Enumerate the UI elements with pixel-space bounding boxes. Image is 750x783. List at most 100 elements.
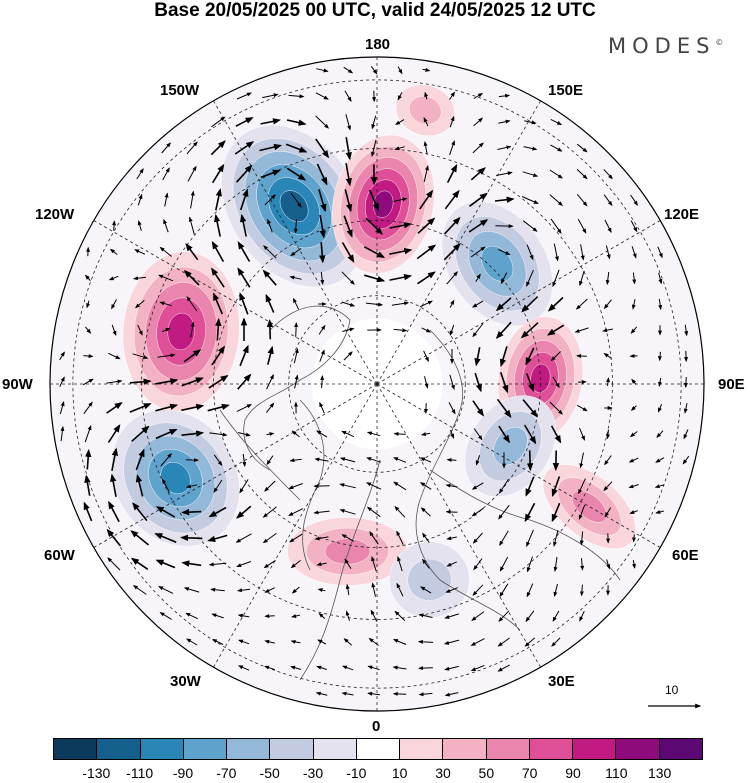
wind-arrow: [131, 425, 150, 442]
wind-arrow: [496, 171, 513, 176]
wind-arrow: [341, 534, 354, 542]
wind-arrow: [498, 93, 511, 98]
colorbar-segment: [356, 739, 401, 759]
positive-anomaly: [287, 517, 408, 586]
wind-arrow: [605, 271, 610, 286]
colorbar-segment: [616, 739, 660, 759]
wind-arrow: [393, 431, 406, 436]
wind-arrow: [242, 453, 247, 467]
wind-arrow: [82, 378, 94, 386]
wind-arrow: [237, 267, 251, 288]
wind-arrow: [266, 319, 274, 340]
wind-arrow: [471, 611, 485, 621]
colorbar-segment: [443, 739, 487, 759]
wind-arrow: [264, 587, 275, 593]
wind-arrow: [524, 637, 536, 647]
wind-arrow: [603, 481, 613, 492]
wind-arrow: [498, 610, 510, 622]
wind-arrow: [658, 272, 663, 285]
wind-arrow: [190, 321, 195, 338]
wind-arrow: [367, 665, 380, 671]
colorbar-segment: [659, 739, 702, 759]
wind-arrow: [470, 167, 486, 181]
wind-arrow: [422, 532, 430, 543]
wind-arrow: [162, 327, 171, 333]
brand-name: MODES: [608, 34, 716, 58]
wind-arrow: [316, 430, 328, 438]
wind-arrow: [288, 508, 304, 516]
wind-arrow: [292, 297, 300, 310]
wind-arrow: [521, 296, 539, 313]
wind-arrow: [396, 530, 404, 545]
wind-arrow: [497, 664, 510, 672]
wind-arrow: [341, 430, 355, 438]
wind-arrow: [186, 141, 198, 155]
anomaly-contour: [324, 538, 371, 565]
wind-arrow: [579, 452, 584, 469]
wind-arrow: [318, 189, 327, 213]
wind-arrow: [496, 398, 512, 418]
wind-arrow: [155, 403, 179, 412]
negative-anomaly: [389, 541, 470, 619]
wind-arrow: [550, 218, 562, 234]
wind-arrow: [264, 480, 276, 492]
wind-arrow: [262, 532, 277, 544]
wind-arrow: [291, 614, 301, 618]
wind-arrow: [497, 637, 510, 647]
wind-arrow: [343, 351, 353, 361]
wind-arrow: [446, 536, 457, 541]
wind-arrow: [423, 141, 428, 155]
wind-arrow: [471, 482, 484, 490]
wind-arrow: [238, 639, 250, 645]
wind-arrow: [525, 476, 535, 497]
wind-arrow: [498, 504, 510, 520]
wind-arrow: [577, 218, 587, 234]
wind-arrow: [446, 163, 458, 183]
wind-arrow: [449, 115, 455, 128]
wind-arrow: [394, 146, 405, 151]
wind-arrow: [293, 347, 299, 364]
wind-arrow: [522, 220, 538, 232]
wind-vectors: [59, 66, 690, 697]
negative-anomaly: [221, 125, 368, 288]
wind-arrow: [474, 372, 482, 393]
colorbar-segment: [486, 739, 530, 759]
wind-arrow: [211, 267, 225, 288]
wind-arrow: [239, 188, 249, 211]
wind-arrow: [345, 163, 352, 187]
wind-arrow: [553, 529, 559, 547]
wind-arrow: [237, 613, 250, 618]
wind-arrow: [631, 299, 636, 310]
wind-arrow: [320, 375, 325, 389]
wind-arrow: [84, 424, 92, 443]
wind-arrow: [632, 534, 637, 543]
wind-arrow: [580, 244, 585, 261]
wind-arrow: [580, 558, 585, 571]
wind-arrow: [520, 322, 539, 339]
positive-anomaly: [542, 464, 636, 549]
wind-arrow: [630, 194, 638, 206]
wind-arrow: [472, 323, 484, 338]
wind-arrow: [371, 139, 377, 157]
wind-arrow: [449, 91, 456, 100]
wind-arrow: [418, 692, 433, 697]
wind-arrow: [449, 299, 455, 308]
wind-arrow: [629, 510, 638, 514]
wind-arrow: [368, 637, 379, 646]
wind-arrow: [523, 146, 538, 151]
wind-arrow: [316, 68, 329, 73]
wind-arrow: [137, 193, 143, 206]
wind-arrow: [266, 432, 275, 437]
wind-arrow: [59, 401, 65, 415]
wind-arrow: [526, 269, 534, 287]
wind-arrow: [604, 219, 612, 233]
wind-arrow: [604, 507, 612, 518]
wind-arrow: [190, 190, 195, 209]
wind-arrow: [315, 138, 330, 159]
wind-arrow: [603, 194, 613, 207]
colorbar-tick-label: -70: [216, 765, 237, 781]
wind-arrow: [129, 378, 152, 385]
wind-arrow: [180, 534, 203, 542]
wind-arrow: [85, 448, 92, 470]
wind-arrow: [420, 457, 432, 463]
